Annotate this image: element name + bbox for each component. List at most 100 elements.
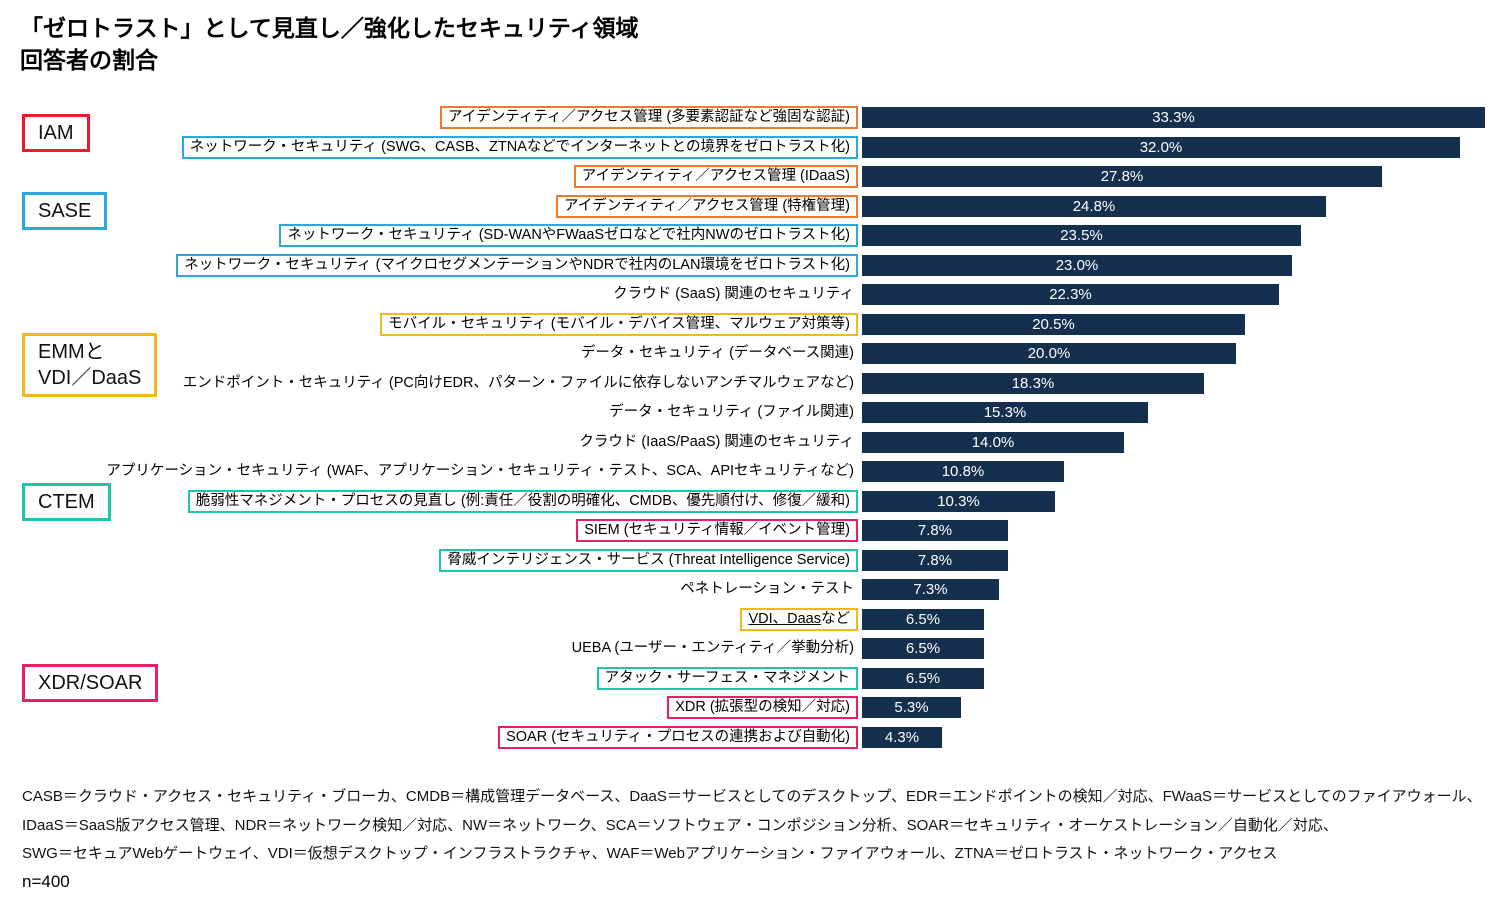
legend-label: EMMと — [38, 341, 105, 363]
bar: 23.0% — [862, 254, 1292, 276]
bar-value: 4.3% — [884, 728, 920, 746]
legend-box-emm-vdi-daas: EMMと VDI／DaaS — [22, 333, 158, 397]
legend-label: IAM — [38, 122, 74, 144]
bar: 6.5% — [862, 608, 984, 630]
bar-row: アプリケーション・セキュリティ (WAF、アプリケーション・セキュリティ・テスト… — [0, 457, 1500, 487]
bar-value: 10.8% — [941, 463, 985, 481]
bar-label: SIEM (セキュリティ情報／イベント管理) — [576, 519, 858, 543]
bar-label: ネットワーク・セキュリティ (SWG、CASB、ZTNAなどでインターネットとの… — [181, 135, 858, 159]
bar: 22.3% — [862, 284, 1279, 306]
bar-value: 7.8% — [917, 522, 953, 540]
bar-value: 20.0% — [1027, 345, 1071, 363]
bar-row: ネットワーク・セキュリティ (マイクロセグメンテーションやNDRで社内のLAN環… — [0, 251, 1500, 281]
bar-label: アイデンティティ／アクセス管理 (多要素認証など強固な認証) — [440, 106, 858, 130]
sample-size: n=400 — [22, 871, 70, 891]
bar-row: モバイル・セキュリティ (モバイル・デバイス管理、マルウェア対策等) 20.5% — [0, 310, 1500, 340]
bar: 32.0% — [862, 136, 1460, 158]
bar-value: 6.5% — [905, 610, 941, 628]
bar-row: UEBA (ユーザー・エンティティ／挙動分析) 6.5% — [0, 634, 1500, 664]
bar-row: データ・セキュリティ (ファイル関連) 15.3% — [0, 398, 1500, 428]
bar-value: 27.8% — [1100, 168, 1144, 186]
legend-box-iam: IAM — [22, 114, 90, 152]
bar-row: ネットワーク・セキュリティ (SD-WANやFWaaSゼロなどで社内NWのゼロト… — [0, 221, 1500, 251]
bar-label: XDR (拡張型の検知／対応) — [667, 696, 858, 720]
bar-value: 6.5% — [905, 640, 941, 658]
bar-label: モバイル・セキュリティ (モバイル・デバイス管理、マルウェア対策等) — [380, 312, 858, 336]
bar-value: 22.3% — [1049, 286, 1092, 304]
bar-row: 脅威インテリジェンス・サービス (Threat Intelligence Ser… — [0, 546, 1500, 576]
bar-row: VDI、Daasなど 6.5% — [0, 605, 1500, 635]
bar: 4.3% — [862, 726, 942, 748]
bar: 20.5% — [862, 313, 1245, 335]
bar: 20.0% — [862, 343, 1236, 365]
bar-value: 15.3% — [983, 404, 1027, 422]
bar-label: エンドポイント・セキュリティ (PC向けEDR、パターン・ファイルに依存しないア… — [182, 374, 854, 391]
bar: 15.3% — [862, 402, 1148, 424]
bar-label: 脆弱性マネジメント・プロセスの見直し (例:責任／役割の明確化、CMDB、優先順… — [187, 489, 858, 513]
bar-value: 18.3% — [1011, 374, 1055, 392]
bar-row: 脆弱性マネジメント・プロセスの見直し (例:責任／役割の明確化、CMDB、優先順… — [0, 487, 1500, 517]
footnotes: CASB＝クラウド・アクセス・セキュリティ・ブローカ、CMDB＝構成管理データベ… — [22, 783, 1482, 895]
bar: 24.8% — [862, 195, 1326, 217]
bar: 6.5% — [862, 667, 984, 689]
bar-row: ペネトレーション・テスト 7.3% — [0, 575, 1500, 605]
bar: 27.8% — [862, 166, 1382, 188]
bar: 7.8% — [862, 520, 1008, 542]
bar-row: クラウド (IaaS/PaaS) 関連のセキュリティ 14.0% — [0, 428, 1500, 458]
bar-label: VDI、Daasなど — [740, 607, 858, 631]
bar-value: 7.8% — [917, 551, 953, 569]
bar-label: データ・セキュリティ (データベース関連) — [580, 345, 854, 362]
legend-box-ctem: CTEM — [22, 483, 111, 521]
bar-label: クラウド (IaaS/PaaS) 関連のセキュリティ — [579, 433, 854, 450]
bar-label: アイデンティティ／アクセス管理 (IDaaS) — [573, 165, 858, 189]
bar-value: 20.5% — [1032, 315, 1075, 333]
bar: 18.3% — [862, 372, 1204, 394]
legend-label: XDR/SOAR — [38, 672, 143, 694]
bar: 6.5% — [862, 638, 984, 660]
bar-label: ペネトレーション・テスト — [680, 581, 854, 598]
footnote-line-3: SWG＝セキュアWebゲートウェイ、VDI＝仮想デスクトップ・インフラストラクチ… — [22, 845, 1278, 862]
bar-value: 10.3% — [937, 492, 980, 510]
bar-row: アイデンティティ／アクセス管理 (多要素認証など強固な認証) 33.3% — [0, 103, 1500, 133]
legend-label: CTEM — [38, 491, 95, 513]
bar: 7.8% — [862, 549, 1008, 571]
bar-value: 6.5% — [905, 669, 941, 687]
bar: 5.3% — [862, 697, 961, 719]
bar-row: ネットワーク・セキュリティ (SWG、CASB、ZTNAなどでインターネットとの… — [0, 133, 1500, 163]
bar-value: 32.0% — [1139, 138, 1183, 156]
bar-value: 14.0% — [971, 433, 1015, 451]
legend-box-sase: SASE — [22, 192, 108, 230]
legend-label: SASE — [38, 200, 92, 222]
bar-row: アタック・サーフェス・マネジメント 6.5% — [0, 664, 1500, 694]
bar-row: アイデンティティ／アクセス管理 (特権管理) 24.8% — [0, 192, 1500, 222]
bar-label: 脅威インテリジェンス・サービス (Threat Intelligence Ser… — [439, 548, 858, 572]
page-subtitle: 回答者の割合 — [20, 47, 158, 73]
bar-row: XDR (拡張型の検知／対応) 5.3% — [0, 693, 1500, 723]
bar: 10.8% — [862, 461, 1064, 483]
bar-row: クラウド (SaaS) 関連のセキュリティ 22.3% — [0, 280, 1500, 310]
page-title: 「ゼロトラスト」として見直し／強化したセキュリティ領域 — [20, 15, 639, 41]
bar-label: アプリケーション・セキュリティ (WAF、アプリケーション・セキュリティ・テスト… — [106, 463, 854, 480]
bar-label: データ・セキュリティ (ファイル関連) — [609, 404, 854, 421]
bar-value: 23.5% — [1060, 227, 1103, 245]
bar-label: ネットワーク・セキュリティ (SD-WANやFWaaSゼロなどで社内NWのゼロト… — [279, 224, 858, 248]
bar: 14.0% — [862, 431, 1124, 453]
legend-label: VDI／DaaS — [38, 367, 142, 389]
bar-label: UEBA (ユーザー・エンティティ／挙動分析) — [571, 640, 854, 657]
bar-value: 24.8% — [1072, 197, 1116, 215]
bar: 10.3% — [862, 490, 1055, 512]
bar-row: SOAR (セキュリティ・プロセスの連携および自動化) 4.3% — [0, 723, 1500, 753]
footnote-line-2: IDaaS＝SaaS版アクセス管理、NDR＝ネットワーク検知／対応、NW＝ネット… — [22, 816, 1338, 834]
bar-value: 5.3% — [894, 699, 929, 717]
bar-label: SOAR (セキュリティ・プロセスの連携および自動化) — [498, 725, 858, 749]
bar-label: アイデンティティ／アクセス管理 (特権管理) — [556, 194, 858, 218]
bar-label: アタック・サーフェス・マネジメント — [596, 666, 858, 690]
footnote-line-1: CASB＝クラウド・アクセス・セキュリティ・ブローカ、CMDB＝構成管理データベ… — [22, 788, 1482, 805]
bar-row: エンドポイント・セキュリティ (PC向けEDR、パターン・ファイルに依存しないア… — [0, 369, 1500, 399]
bar-label: ネットワーク・セキュリティ (マイクロセグメンテーションやNDRで社内のLAN環… — [176, 253, 858, 277]
legend-box-xdr-soar: XDR/SOAR — [22, 664, 159, 702]
bar-value: 7.3% — [913, 581, 948, 599]
bar: 33.3% — [862, 107, 1485, 129]
bar-chart: アイデンティティ／アクセス管理 (多要素認証など強固な認証) 33.3% ネットワー… — [0, 103, 1500, 752]
